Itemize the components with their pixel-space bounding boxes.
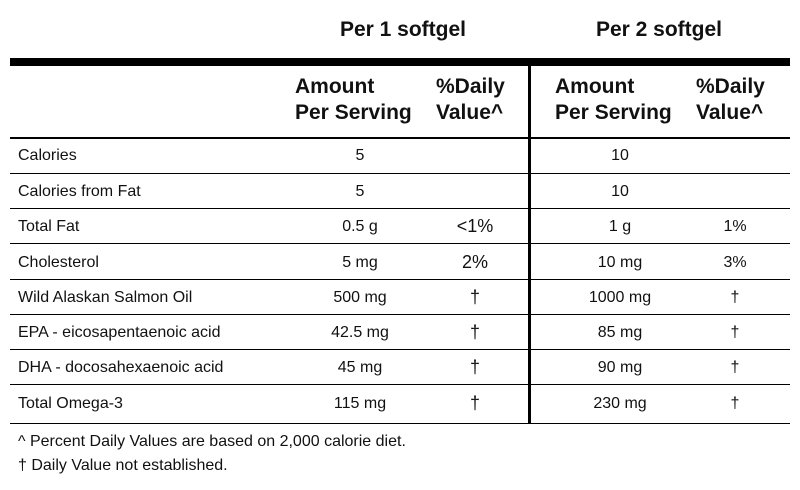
dv-header-1-line2: Value^ — [436, 101, 504, 124]
dv-2-cell: † — [730, 395, 740, 412]
dv-1-cell: <1% — [456, 216, 494, 236]
amount-header-2-line1: Amount — [555, 75, 635, 98]
amount-1-cell: 500 mg — [333, 289, 387, 306]
dv-2-cell: † — [730, 359, 740, 376]
row-divider — [10, 208, 790, 209]
dv-1-cell: † — [469, 357, 480, 377]
amount-2-cell: 230 mg — [593, 395, 647, 412]
footnote-daily-value-basis: ^ Percent Daily Values are based on 2,00… — [18, 433, 406, 450]
dv-2-cell: † — [730, 324, 740, 341]
amount-1-cell: 5 — [355, 183, 365, 200]
amount-1-cell: 5 mg — [342, 254, 378, 271]
amount-1-cell: 0.5 g — [342, 218, 378, 235]
column-group-divider — [528, 66, 531, 424]
dv-header-2-line2: Value^ — [696, 101, 764, 124]
amount-1-cell: 115 mg — [333, 395, 387, 412]
row-label: Calories — [18, 147, 77, 164]
dv-2-cell: 3% — [723, 254, 747, 271]
amount-1-cell: 5 — [355, 147, 365, 164]
amount-header-1-line2: Per Serving — [295, 101, 412, 124]
row-label: Calories from Fat — [18, 183, 141, 200]
amount-header-2-line2: Per Serving — [555, 101, 672, 124]
row-divider — [10, 173, 790, 174]
row-divider — [10, 279, 790, 280]
dv-1-cell: † — [469, 322, 480, 342]
row-divider — [10, 384, 790, 385]
row-label: Total Omega-3 — [18, 395, 123, 412]
amount-2-cell: 90 mg — [597, 359, 643, 376]
header-bottom-rule — [10, 137, 790, 139]
dv-2-cell: 1% — [723, 218, 747, 235]
amount-1-cell: 42.5 mg — [331, 324, 389, 341]
row-label: Cholesterol — [18, 254, 99, 271]
group-per-2-softgel: Per 2 softgel — [595, 18, 723, 41]
row-label: Wild Alaskan Salmon Oil — [18, 289, 193, 306]
amount-2-cell: 1000 mg — [588, 289, 652, 306]
row-label: Total Fat — [18, 218, 80, 235]
footnote-dagger: † Daily Value not established. — [18, 457, 228, 474]
amount-header-1: Amount Per Serving — [295, 74, 412, 126]
row-label: EPA - eicosapentaenoic acid — [18, 324, 221, 341]
dv-header-2: %Daily Value^ — [696, 74, 765, 126]
row-divider — [10, 243, 790, 244]
dv-1-cell: 2% — [461, 252, 488, 272]
amount-2-cell: 10 mg — [597, 254, 643, 271]
row-divider — [10, 349, 790, 350]
table-bottom-rule — [10, 423, 790, 424]
dv-1-cell: † — [469, 287, 480, 307]
header-top-rule — [10, 58, 790, 66]
amount-header-1-line1: Amount — [295, 75, 375, 98]
amount-header-2: Amount Per Serving — [555, 74, 672, 126]
amount-2-cell: 85 mg — [597, 324, 643, 341]
dv-header-1: %Daily Value^ — [436, 74, 505, 126]
dv-header-2-line1: %Daily — [696, 75, 765, 98]
amount-2-cell: 10 — [611, 147, 629, 164]
group-per-1-softgel: Per 1 softgel — [339, 18, 467, 41]
amount-2-cell: 1 g — [608, 218, 632, 235]
dv-2-cell: † — [730, 289, 740, 306]
amount-1-cell: 45 mg — [337, 359, 383, 376]
dv-header-1-line1: %Daily — [436, 75, 505, 98]
row-divider — [10, 314, 790, 315]
amount-2-cell: 10 — [611, 183, 629, 200]
dv-1-cell: † — [469, 393, 480, 413]
row-label: DHA - docosahexaenoic acid — [18, 359, 224, 376]
